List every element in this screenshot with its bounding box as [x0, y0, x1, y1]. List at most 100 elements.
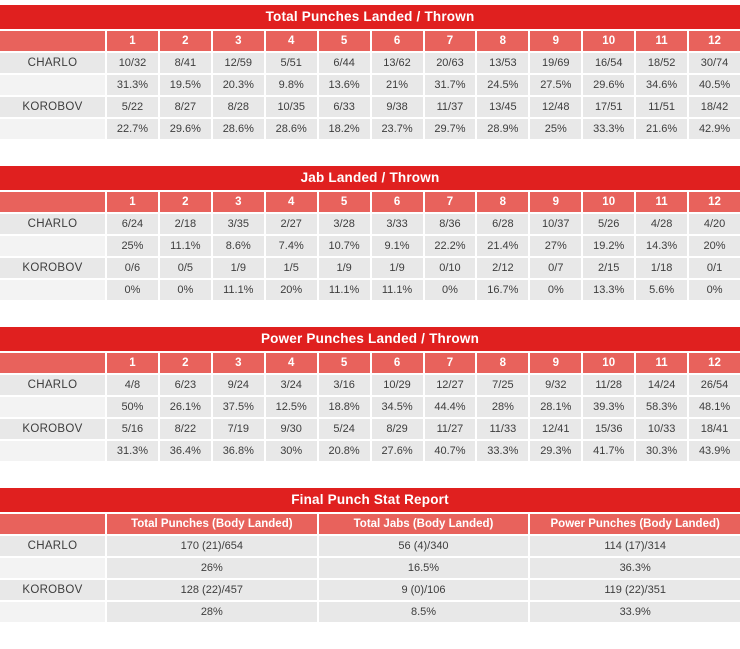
percent-value-cell: 22.7% [107, 119, 158, 139]
percent-value-cell: 30% [265, 441, 317, 461]
percent-value-cell: 36.3% [530, 558, 740, 578]
stat-value-cell: 1/9 [371, 258, 423, 278]
percent-value-cell: 14.3% [636, 236, 688, 256]
stat-value-cell: 10/29 [371, 375, 423, 395]
percent-value-cell: 27% [530, 236, 582, 256]
percent-value-cell: 27.5% [530, 75, 582, 95]
percent-value-cell: 31.7% [424, 75, 476, 95]
stat-value-cell: 1/5 [265, 258, 317, 278]
stat-value-cell: 0/10 [424, 258, 476, 278]
column-header-cell: 2 [159, 31, 211, 51]
stat-value-cell: 6/28 [477, 214, 529, 234]
stat-value-cell: 20/63 [424, 53, 476, 73]
column-header-cell: 2 [159, 192, 211, 212]
stat-value-cell: 4/20 [689, 214, 740, 234]
percent-value-cell: 29.6% [583, 75, 635, 95]
column-header-cell: Total Jabs (Body Landed) [318, 514, 529, 534]
stat-value-cell: 3/24 [265, 375, 317, 395]
percent-value-cell: 34.6% [636, 75, 688, 95]
stat-value-cell: 18/41 [689, 419, 740, 439]
header-spacer-cell [0, 353, 105, 373]
stat-value-cell: 0/1 [689, 258, 740, 278]
stat-value-cell: 9/30 [265, 419, 317, 439]
stat-value-cell: 2/15 [583, 258, 635, 278]
percent-value-cell: 23.7% [371, 119, 423, 139]
stat-value-cell: 1/18 [636, 258, 688, 278]
percent-value-cell: 40.5% [689, 75, 740, 95]
percent-value-cell: 43.9% [689, 441, 740, 461]
table-grid: Total Punches (Body Landed) Total Jabs (B… [0, 514, 740, 622]
percent-value-cell: 0% [107, 280, 158, 300]
percent-value-cell: 36.8% [212, 441, 264, 461]
percent-value-cell: 29.7% [424, 119, 476, 139]
stat-value-cell: 2/18 [159, 214, 211, 234]
percent-value-cell: 16.5% [318, 558, 529, 578]
stat-value-cell: 26/54 [689, 375, 740, 395]
table-title: Final Punch Stat Report [0, 488, 740, 512]
percent-value-cell: 20.8% [318, 441, 370, 461]
stat-value-cell: 7/25 [477, 375, 529, 395]
stat-value-cell: 5/16 [107, 419, 158, 439]
percent-value-cell: 5.6% [636, 280, 688, 300]
table-title: Jab Landed / Thrown [0, 166, 740, 190]
stat-value-cell: 12/41 [530, 419, 582, 439]
column-header-cell: 4 [265, 192, 317, 212]
percent-value-cell: 21% [371, 75, 423, 95]
column-header-cell: 11 [636, 31, 688, 51]
percent-value-cell: 58.3% [636, 397, 688, 417]
stat-value-cell: 56 (4)/340 [318, 536, 529, 556]
percent-value-cell: 28% [107, 602, 317, 622]
percent-value-cell: 19.2% [583, 236, 635, 256]
percent-value-cell: 18.8% [318, 397, 370, 417]
percent-value-cell: 19.5% [159, 75, 211, 95]
column-header-cell: 3 [212, 31, 264, 51]
percent-value-cell: 13.3% [583, 280, 635, 300]
fighter-name-cell: KOROBOV [0, 97, 105, 117]
stat-value-cell: 6/23 [159, 375, 211, 395]
percent-value-cell: 13.6% [318, 75, 370, 95]
percent-value-cell: 41.7% [583, 441, 635, 461]
stat-value-cell: 16/54 [583, 53, 635, 73]
stat-value-cell: 128 (22)/457 [107, 580, 317, 600]
percent-value-cell: 28% [477, 397, 529, 417]
percent-value-cell: 20.3% [212, 75, 264, 95]
percent-value-cell: 44.4% [424, 397, 476, 417]
percent-value-cell: 33.3% [583, 119, 635, 139]
percent-value-cell: 48.1% [689, 397, 740, 417]
stat-value-cell: 14/24 [636, 375, 688, 395]
column-header-cell: Total Punches (Body Landed) [107, 514, 317, 534]
stat-value-cell: 8/28 [212, 97, 264, 117]
percent-value-cell: 28.1% [530, 397, 582, 417]
fighter-name-cell: KOROBOV [0, 258, 105, 278]
stat-value-cell: 30/74 [689, 53, 740, 73]
stat-value-cell: 5/24 [318, 419, 370, 439]
final-report-table: Final Punch Stat Report Total Punches (Bo… [0, 488, 740, 622]
column-header-cell: 4 [265, 353, 317, 373]
percent-value-cell: 11.1% [159, 236, 211, 256]
percent-value-cell: 8.5% [318, 602, 529, 622]
stat-value-cell: 8/22 [159, 419, 211, 439]
percent-value-cell: 39.3% [583, 397, 635, 417]
fighter-name-cell: CHARLO [0, 214, 105, 234]
column-header-cell: 8 [477, 192, 529, 212]
column-header-cell: 7 [424, 353, 476, 373]
percent-value-cell: 11.1% [212, 280, 264, 300]
column-header-cell: 3 [212, 192, 264, 212]
stat-value-cell: 0/5 [159, 258, 211, 278]
stat-value-cell: 5/26 [583, 214, 635, 234]
percent-value-cell: 16.7% [477, 280, 529, 300]
percent-row-spacer-cell [0, 280, 105, 300]
column-header-cell: 8 [477, 353, 529, 373]
stat-value-cell: 13/62 [371, 53, 423, 73]
stat-value-cell: 3/28 [318, 214, 370, 234]
column-header-cell: 12 [689, 31, 740, 51]
column-header-cell: 12 [689, 353, 740, 373]
stat-value-cell: 12/27 [424, 375, 476, 395]
percent-value-cell: 24.5% [477, 75, 529, 95]
percent-value-cell: 26.1% [159, 397, 211, 417]
percent-value-cell: 20% [265, 280, 317, 300]
stat-value-cell: 17/51 [583, 97, 635, 117]
fighter-name-cell: CHARLO [0, 375, 105, 395]
column-header-cell: 1 [107, 192, 158, 212]
stat-value-cell: 18/52 [636, 53, 688, 73]
